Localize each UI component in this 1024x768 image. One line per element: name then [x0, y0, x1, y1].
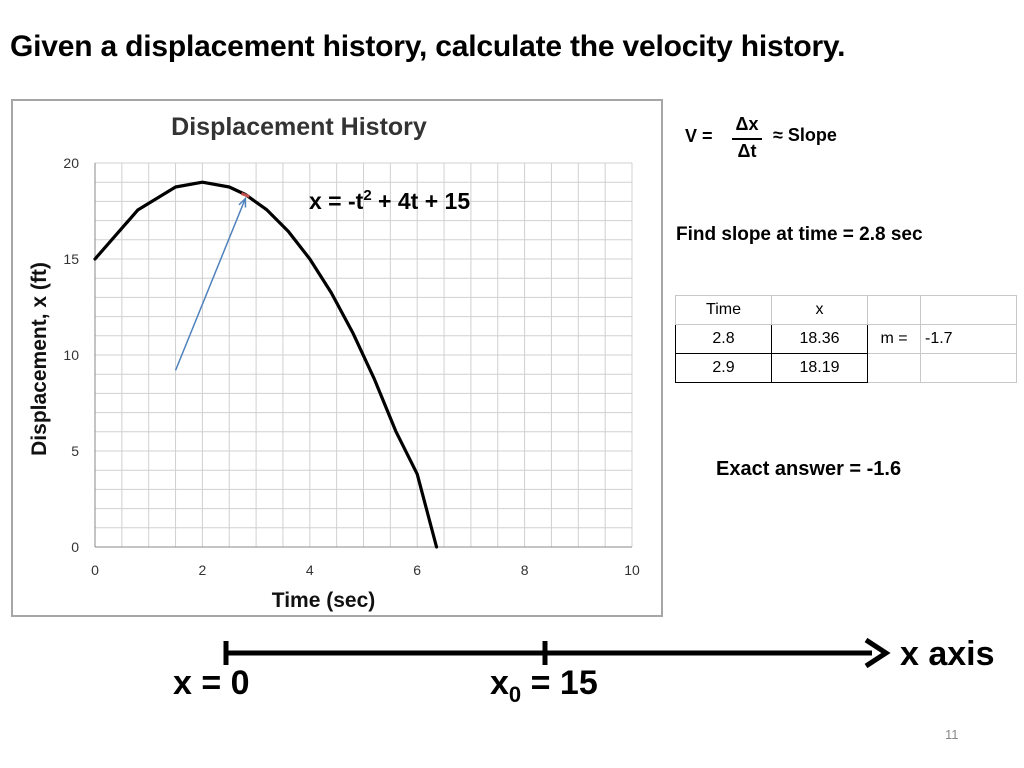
- equation-rest: + 4t + 15: [372, 188, 471, 214]
- table-header-time: Time: [675, 295, 772, 325]
- table-header-empty-2: [920, 295, 1017, 325]
- annotation-arrow: [174, 198, 247, 371]
- formula-rhs: ≈ Slope: [773, 125, 837, 145]
- slide-number: 11: [945, 727, 959, 742]
- displacement-curve: [93, 180, 439, 549]
- number-line-label-x-axis: x axis: [900, 635, 995, 673]
- table-cell-x: 18.19: [771, 353, 868, 383]
- number-line-label-zero: x = 0: [173, 664, 250, 702]
- table-header-x: x: [771, 295, 868, 325]
- number-line: [223, 637, 891, 669]
- x0-subscript: 0: [508, 681, 522, 707]
- exact-answer: Exact answer = -1.6: [716, 458, 902, 480]
- x0-rest: = 15: [521, 664, 598, 702]
- equation-base: x = -t: [309, 188, 364, 214]
- y-tick-label: 15: [63, 251, 79, 267]
- x-tick-label: 6: [413, 562, 421, 578]
- equation-label: x = -t2 + 4t + 15: [309, 187, 470, 214]
- table-row: 2.8 18.36 m = -1.7: [675, 324, 1017, 354]
- y-tick-label: 20: [63, 155, 79, 171]
- y-tick-label: 0: [71, 539, 79, 555]
- formula-denominator: Δt: [737, 141, 757, 161]
- table-cell-empty: [867, 353, 921, 383]
- x-tick-label: 2: [199, 562, 207, 578]
- table-cell-time: 2.8: [675, 324, 772, 354]
- slope-table: Time x 2.8 18.36 m = -1.7 2.9 18.19: [675, 295, 1017, 383]
- number-line-arrowhead: [864, 637, 891, 669]
- x-tick-label: 4: [306, 562, 314, 578]
- table-header-row: Time x: [675, 295, 1017, 325]
- slope-prompt: Find slope at time = 2.8 sec: [676, 224, 923, 245]
- x-axis-label: Time (sec): [272, 589, 376, 612]
- chart-title: Displacement History: [171, 113, 427, 141]
- chart-frame: 0 2 4 6 8 10 0 5 10 15 20 Displacement History Time …: [11, 99, 663, 617]
- formula-numerator: Δx: [735, 114, 759, 134]
- number-line-label-x0: x0 = 15: [490, 664, 598, 708]
- equation-superscript: 2: [363, 187, 371, 204]
- displacement-chart: 0 2 4 6 8 10 0 5 10 15 20 Displacement History Time …: [28, 113, 640, 612]
- slide-title: Given a displacement history, calculate …: [10, 30, 846, 63]
- table-cell-empty: [920, 353, 1017, 383]
- table-cell-m-label: m =: [867, 324, 921, 354]
- formula-lhs: V =: [685, 126, 713, 146]
- x-tick-label: 8: [521, 562, 529, 578]
- table-row: 2.9 18.19: [675, 353, 1017, 383]
- annotation-arrowhead: [238, 196, 247, 208]
- x-tick-label: 0: [91, 562, 99, 578]
- y-tick-label: 10: [63, 347, 79, 363]
- y-axis-label: Displacement, x (ft): [28, 262, 51, 456]
- x0-base: x: [490, 664, 509, 702]
- x-tick-label: 10: [624, 562, 640, 578]
- table-cell-time: 2.9: [675, 353, 772, 383]
- highlight-point-marker: [240, 192, 250, 198]
- table-cell-m-value: -1.7: [920, 324, 1017, 354]
- y-tick-label: 5: [71, 443, 79, 459]
- formula-fraction-bar: [732, 138, 762, 140]
- table-header-empty-1: [867, 295, 921, 325]
- table-cell-x: 18.36: [771, 324, 868, 354]
